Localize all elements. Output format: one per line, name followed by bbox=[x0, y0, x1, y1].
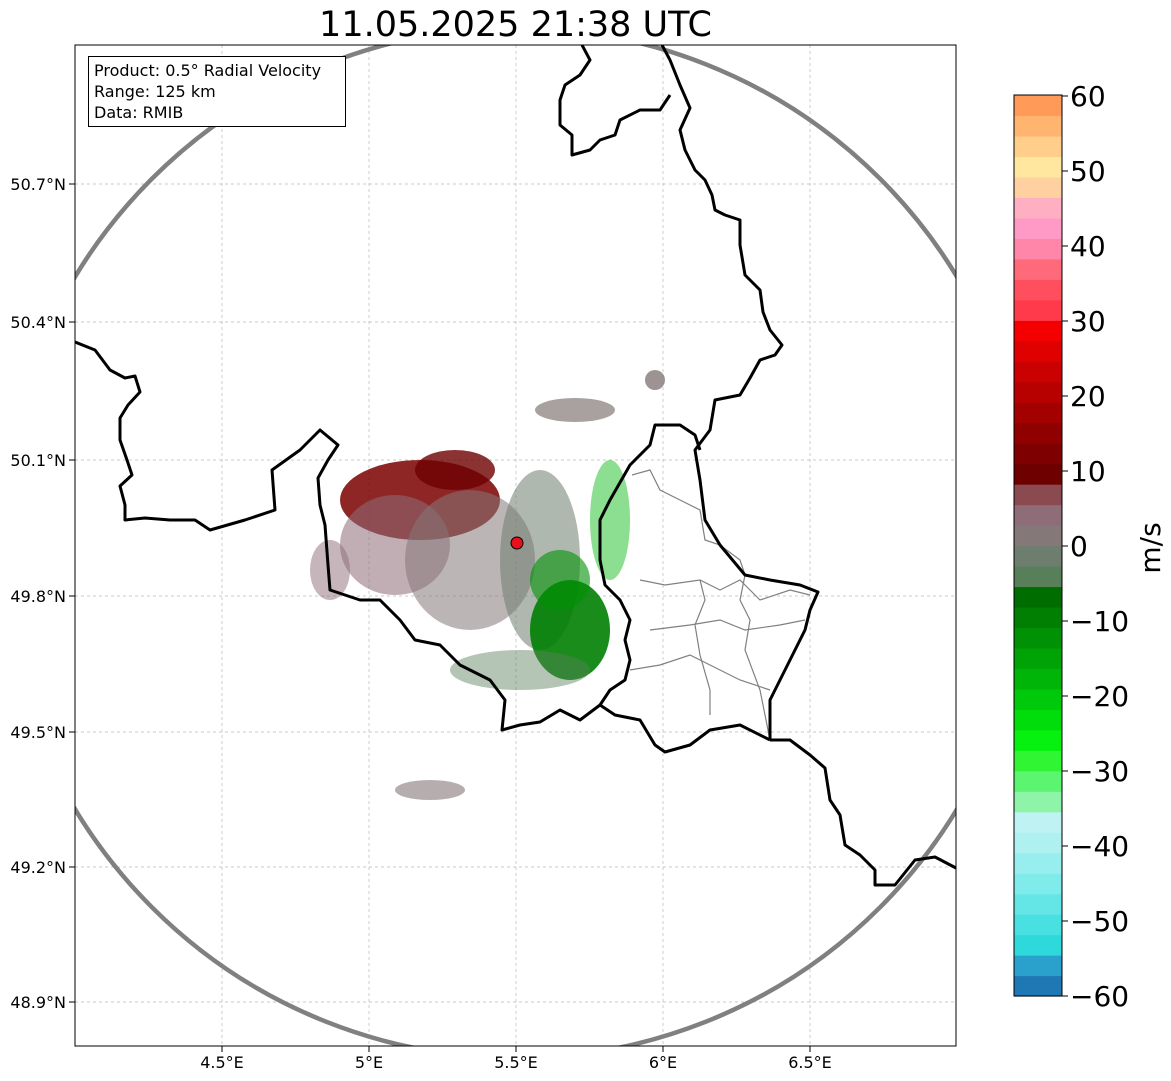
colorbar-tick-label: 20 bbox=[1070, 380, 1106, 413]
colorbar-swatch bbox=[1014, 565, 1062, 588]
colorbar-swatch bbox=[1014, 95, 1062, 117]
y-tick-label: 50.4°N bbox=[10, 313, 66, 332]
colorbar-tick-label: −10 bbox=[1070, 605, 1129, 638]
colorbar-swatch bbox=[1014, 545, 1062, 567]
colorbar-tick-label: −60 bbox=[1070, 980, 1129, 1013]
colorbar-tick-label: −20 bbox=[1070, 680, 1129, 713]
colorbar-tick-label: −30 bbox=[1070, 755, 1129, 788]
velocity-echoes bbox=[310, 370, 665, 800]
x-tick-label: 5.5°E bbox=[494, 1053, 538, 1072]
colorbar-swatch bbox=[1014, 688, 1062, 710]
colorbar-swatch bbox=[1014, 463, 1062, 485]
colorbar-swatch bbox=[1014, 217, 1062, 239]
x-tick-label: 6°E bbox=[649, 1053, 677, 1072]
y-tick-label: 48.9°N bbox=[10, 993, 66, 1012]
y-tick-label: 49.8°N bbox=[10, 587, 66, 606]
colorbar-unit-label: m/s bbox=[1134, 522, 1167, 573]
colorbar-swatch bbox=[1014, 606, 1062, 629]
y-axis-ticks: 50.7°N 50.4°N 50.1°N 49.8°N 49.5°N 49.2°… bbox=[10, 175, 75, 1012]
colorbar-tick-label: 60 bbox=[1070, 80, 1106, 113]
colorbar-tick-label: 30 bbox=[1070, 305, 1106, 338]
colorbar-swatch bbox=[1014, 934, 1062, 956]
colorbar-swatch bbox=[1014, 893, 1062, 915]
colorbar-swatch bbox=[1014, 586, 1062, 608]
colorbar-ticks: 60 50 40 30 20 10 0 −10 −20 −30 −40 −50 … bbox=[1062, 80, 1129, 1013]
x-tick-label: 6.5°E bbox=[788, 1053, 832, 1072]
colorbar-swatch bbox=[1014, 299, 1062, 321]
x-axis-ticks: 4.5°E 5°E 5.5°E 6°E 6.5°E bbox=[200, 1046, 832, 1072]
colorbar-tick-label: −50 bbox=[1070, 905, 1129, 938]
colorbar-swatch bbox=[1014, 955, 1062, 977]
colorbar-swatch bbox=[1014, 422, 1062, 444]
colorbar-swatch bbox=[1014, 197, 1062, 219]
colorbar-tick-label: −40 bbox=[1070, 830, 1129, 863]
colorbar-swatch bbox=[1014, 525, 1062, 547]
x-tick-label: 5°E bbox=[355, 1053, 383, 1072]
x-tick-label: 4.5°E bbox=[200, 1053, 244, 1072]
colorbar-swatch bbox=[1014, 647, 1062, 669]
colorbar-swatch bbox=[1014, 238, 1062, 260]
colorbar-swatch bbox=[1014, 811, 1062, 833]
colorbar-swatch bbox=[1014, 914, 1062, 936]
colorbar bbox=[1014, 95, 1062, 997]
colorbar-swatch bbox=[1014, 668, 1062, 690]
colorbar-swatch bbox=[1014, 320, 1062, 342]
product-info-box: Product: 0.5° Radial Velocity Range: 125… bbox=[88, 56, 346, 127]
colorbar-tick-label: 0 bbox=[1070, 530, 1088, 563]
colorbar-swatch bbox=[1014, 115, 1062, 137]
colorbar-swatch bbox=[1014, 709, 1062, 731]
data-source-line: Data: RMIB bbox=[94, 103, 184, 122]
colorbar-swatch bbox=[1014, 402, 1062, 424]
colorbar-swatch bbox=[1014, 156, 1062, 178]
colorbar-swatch bbox=[1014, 258, 1062, 280]
y-tick-label: 50.1°N bbox=[10, 451, 66, 470]
colorbar-swatch bbox=[1014, 832, 1062, 854]
colorbar-swatch bbox=[1014, 340, 1062, 362]
colorbar-swatch bbox=[1014, 135, 1062, 158]
colorbar-swatch bbox=[1014, 770, 1062, 792]
province-boundaries bbox=[629, 469, 811, 741]
radar-site-marker bbox=[510, 536, 524, 550]
colorbar-swatch bbox=[1014, 504, 1062, 526]
range-line: Range: 125 km bbox=[94, 82, 216, 101]
colorbar-swatch bbox=[1014, 975, 1062, 997]
colorbar-swatch bbox=[1014, 381, 1062, 403]
colorbar-tick-label: 50 bbox=[1070, 155, 1106, 188]
y-tick-label: 50.7°N bbox=[10, 175, 66, 194]
country-borders bbox=[75, 45, 956, 887]
colorbar-swatch bbox=[1014, 443, 1062, 465]
map-title: 11.05.2025 21:38 UTC bbox=[319, 5, 712, 45]
y-tick-label: 49.2°N bbox=[10, 858, 66, 877]
colorbar-swatch bbox=[1014, 484, 1062, 506]
colorbar-swatch bbox=[1014, 176, 1062, 198]
colorbar-swatch bbox=[1014, 361, 1062, 383]
colorbar-swatch bbox=[1014, 873, 1062, 895]
y-tick-label: 49.5°N bbox=[10, 723, 66, 742]
colorbar-swatch bbox=[1014, 627, 1062, 649]
colorbar-swatch bbox=[1014, 750, 1062, 772]
colorbar-tick-label: 10 bbox=[1070, 455, 1106, 488]
colorbar-swatch bbox=[1014, 279, 1062, 301]
colorbar-swatch bbox=[1014, 852, 1062, 874]
colorbar-swatch bbox=[1014, 729, 1062, 751]
product-line: Product: 0.5° Radial Velocity bbox=[94, 61, 322, 80]
colorbar-tick-label: 40 bbox=[1070, 230, 1106, 263]
colorbar-swatch bbox=[1014, 791, 1062, 813]
